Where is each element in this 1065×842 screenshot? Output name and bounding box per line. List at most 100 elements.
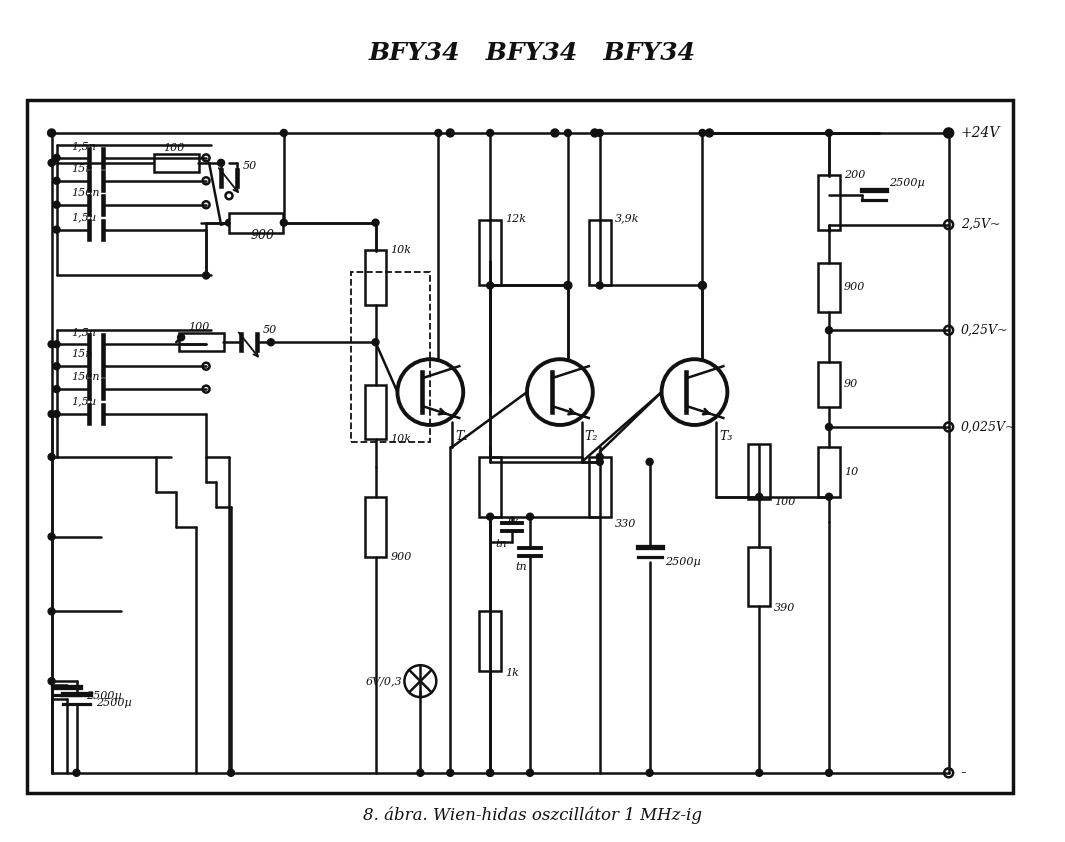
- Text: 50: 50: [263, 325, 277, 335]
- Circle shape: [825, 130, 833, 136]
- Circle shape: [699, 282, 706, 289]
- Circle shape: [48, 159, 55, 167]
- Text: 15n: 15n: [71, 349, 93, 360]
- Bar: [364, 497, 387, 557]
- Circle shape: [487, 130, 494, 136]
- Circle shape: [487, 770, 494, 776]
- Text: T₁: T₁: [455, 430, 469, 444]
- Text: 0,25V~: 0,25V~: [961, 324, 1009, 337]
- Text: 10: 10: [843, 466, 858, 477]
- Circle shape: [551, 129, 559, 137]
- Circle shape: [487, 770, 494, 776]
- Circle shape: [53, 178, 60, 184]
- Bar: [749, 445, 770, 499]
- Text: 50: 50: [243, 161, 258, 171]
- Bar: [589, 220, 610, 285]
- Circle shape: [372, 219, 379, 226]
- Bar: [818, 175, 840, 230]
- Text: 6V/0,3: 6V/0,3: [365, 676, 403, 686]
- Bar: [818, 447, 840, 497]
- Text: 1k: 1k: [505, 517, 519, 526]
- Circle shape: [53, 154, 60, 162]
- Text: 900: 900: [843, 282, 866, 292]
- Text: tn: tn: [495, 539, 507, 549]
- Bar: [818, 362, 840, 407]
- Bar: [27, 100, 1014, 793]
- Text: T₃: T₃: [719, 430, 733, 444]
- Text: +24V: +24V: [961, 126, 1000, 140]
- Text: 150n: 150n: [71, 188, 100, 198]
- Circle shape: [267, 338, 275, 346]
- Circle shape: [526, 513, 534, 520]
- Circle shape: [825, 327, 833, 333]
- Circle shape: [825, 493, 833, 500]
- Circle shape: [705, 129, 714, 137]
- Bar: [818, 263, 840, 312]
- Bar: [479, 220, 502, 285]
- Circle shape: [280, 219, 288, 226]
- Text: -: -: [961, 765, 966, 781]
- Circle shape: [280, 130, 288, 136]
- Circle shape: [53, 226, 60, 233]
- Circle shape: [596, 130, 603, 136]
- Text: 150n: 150n: [71, 372, 100, 382]
- Text: 100: 100: [163, 143, 184, 153]
- Circle shape: [596, 453, 603, 461]
- Circle shape: [487, 513, 494, 520]
- Text: 1,5µ: 1,5µ: [71, 213, 97, 222]
- Circle shape: [48, 678, 55, 685]
- Circle shape: [487, 282, 494, 289]
- Circle shape: [756, 493, 763, 500]
- Text: 10k: 10k: [391, 434, 411, 444]
- Circle shape: [416, 770, 424, 776]
- Circle shape: [756, 770, 763, 776]
- Text: 2500µ: 2500µ: [97, 698, 132, 708]
- Circle shape: [699, 281, 706, 290]
- Circle shape: [563, 281, 572, 290]
- Text: 12k: 12k: [505, 214, 526, 224]
- Circle shape: [48, 129, 55, 137]
- Circle shape: [591, 129, 599, 137]
- Bar: [364, 385, 387, 440]
- Text: 1k: 1k: [505, 669, 519, 678]
- Circle shape: [372, 338, 379, 346]
- Bar: [350, 273, 430, 442]
- Circle shape: [48, 341, 55, 348]
- Text: 200: 200: [843, 170, 866, 180]
- Circle shape: [48, 608, 55, 615]
- Circle shape: [646, 458, 653, 466]
- Bar: [229, 213, 283, 232]
- Text: BFY34   BFY34   BFY34: BFY34 BFY34 BFY34: [368, 41, 695, 65]
- Text: 1,5n: 1,5n: [71, 141, 97, 151]
- Text: 100: 100: [774, 497, 796, 507]
- Text: 2,5V~: 2,5V~: [961, 218, 1000, 232]
- Circle shape: [446, 129, 455, 137]
- Circle shape: [48, 533, 55, 540]
- Circle shape: [226, 219, 232, 226]
- Circle shape: [53, 363, 60, 370]
- Circle shape: [596, 282, 603, 289]
- Bar: [153, 154, 198, 172]
- Text: 15n: 15n: [71, 164, 93, 173]
- Circle shape: [73, 770, 80, 776]
- Circle shape: [178, 333, 184, 341]
- Circle shape: [564, 130, 571, 136]
- Text: 390: 390: [774, 604, 796, 613]
- Bar: [364, 250, 387, 305]
- Circle shape: [699, 130, 706, 136]
- Bar: [479, 611, 502, 671]
- Text: 10k: 10k: [391, 244, 411, 254]
- Circle shape: [447, 770, 454, 776]
- Text: 2500µ: 2500µ: [86, 691, 122, 701]
- Text: 3,9k: 3,9k: [615, 214, 639, 224]
- Text: 90: 90: [843, 379, 858, 389]
- Circle shape: [217, 159, 225, 167]
- Circle shape: [756, 493, 763, 500]
- Circle shape: [435, 130, 442, 136]
- Circle shape: [825, 424, 833, 430]
- Circle shape: [48, 453, 55, 461]
- Circle shape: [48, 411, 55, 418]
- Circle shape: [596, 458, 603, 466]
- Bar: [749, 546, 770, 606]
- Text: T₂: T₂: [585, 430, 599, 444]
